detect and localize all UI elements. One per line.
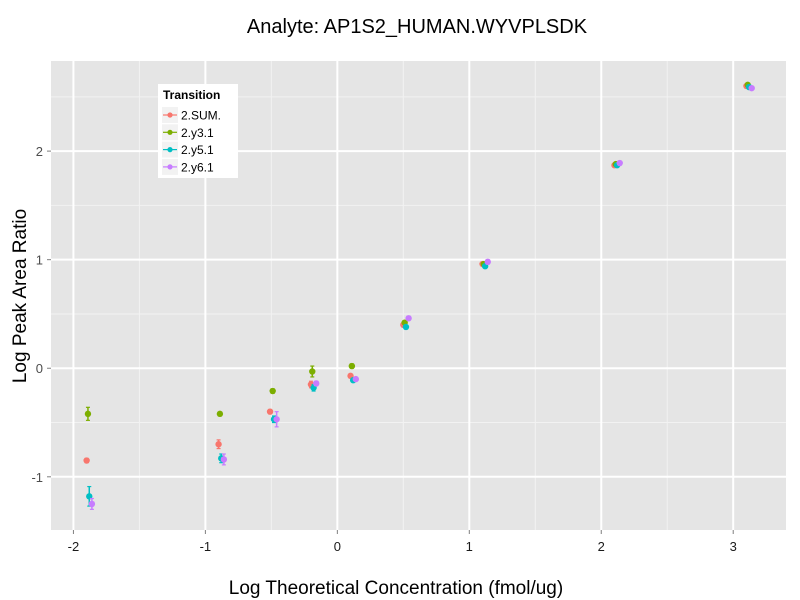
- data-point: [405, 315, 412, 322]
- y-tick-label: 1: [36, 253, 43, 268]
- data-point: [269, 387, 276, 395]
- chart-title: Analyte: AP1S2_HUMAN.WYVPLSDK: [247, 16, 588, 38]
- data-point: [215, 441, 222, 448]
- x-tick-label: 0: [334, 539, 341, 554]
- y-tick-label: -1: [31, 470, 43, 485]
- legend-label: 2.y5.1: [181, 143, 214, 157]
- legend-key-point: [167, 164, 173, 170]
- y-tick-label: 0: [36, 361, 43, 376]
- legend: Transition 2.SUM. 2.y3.1 2.y5.1 2.y6.1: [158, 84, 238, 178]
- data-point: [484, 258, 491, 266]
- data-point: [352, 375, 360, 383]
- legend-item: 2.SUM.: [162, 107, 221, 123]
- data-point: [402, 323, 410, 331]
- y-axis-title: Log Peak Area Ratio: [10, 209, 31, 383]
- data-points: [83, 81, 755, 510]
- data-point: [313, 380, 320, 387]
- x-tick-label: -2: [68, 539, 80, 554]
- grid-major: [51, 61, 786, 530]
- x-tick-label: 1: [466, 539, 473, 554]
- data-point: [220, 456, 228, 463]
- data-point: [273, 416, 280, 423]
- data-point: [83, 457, 90, 464]
- data-point: [348, 362, 356, 370]
- x-tick-label: 3: [730, 539, 737, 554]
- legend-key-point: [167, 129, 173, 135]
- legend-item: 2.y6.1: [162, 158, 214, 175]
- data-point: [88, 500, 96, 508]
- x-axis-title: Log Theoretical Concentration (fmol/ug): [229, 578, 563, 599]
- legend-key-point: [167, 112, 173, 118]
- y-tick-label: 2: [36, 144, 43, 159]
- data-point: [216, 410, 224, 418]
- series-2-y6-1: [88, 84, 755, 510]
- x-tick-label: 2: [598, 539, 605, 554]
- x-tick-label: -1: [200, 539, 212, 554]
- legend-label: 2.y6.1: [181, 160, 214, 174]
- data-point: [266, 408, 274, 415]
- y-axis: -1 0 1 2: [31, 144, 51, 485]
- legend-label: 2.y3.1: [181, 126, 214, 140]
- data-point: [84, 410, 92, 418]
- legend-key-point: [167, 147, 173, 153]
- x-axis: -2 -1 0 1 2 3: [68, 530, 737, 554]
- data-point: [616, 159, 623, 167]
- legend-item: 2.y5.1: [162, 141, 214, 158]
- legend-item: 2.y3.1: [162, 124, 214, 141]
- data-point: [748, 84, 755, 92]
- legend-title: Transition: [163, 88, 220, 102]
- data-point: [309, 368, 316, 375]
- legend-label: 2.SUM.: [181, 109, 221, 123]
